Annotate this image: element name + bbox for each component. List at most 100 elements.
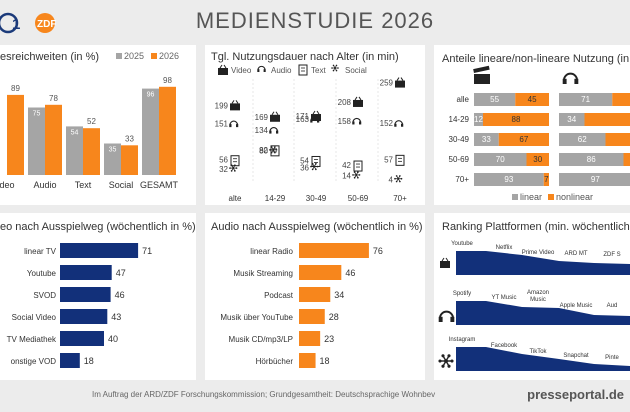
duration-category-label: 14-29 bbox=[265, 194, 286, 203]
audio-channel-bar bbox=[299, 353, 316, 368]
nonlinear-bar-segment bbox=[498, 133, 549, 146]
audio-channel-label: Hörbücher bbox=[256, 357, 294, 366]
audio-channel-value: 46 bbox=[345, 268, 355, 278]
ranking-platform-label: ARD MT bbox=[565, 251, 588, 257]
video-icon bbox=[353, 96, 363, 107]
audio-icon bbox=[394, 120, 404, 127]
linear-chart: alle 55 45 71 14-29 12 88 34 30-49 33 67 62 50-69 70 3… bbox=[449, 65, 630, 202]
legend-swatch-2025 bbox=[116, 53, 122, 59]
reach-bar bbox=[66, 126, 83, 175]
duration-value-label: 199 bbox=[215, 101, 229, 110]
duration-value-label: 259 bbox=[380, 79, 394, 88]
linear-value-label: 93 bbox=[504, 175, 513, 184]
legend-label-2026: 2026 bbox=[159, 51, 179, 61]
legend-swatch-linear bbox=[512, 194, 518, 200]
text-icon bbox=[230, 155, 240, 167]
audio-channel-label: Musik Streaming bbox=[233, 269, 293, 278]
ranking-platform-label: TikTok bbox=[529, 349, 547, 355]
reach-bar bbox=[142, 88, 159, 175]
duration-value-label: 54 bbox=[300, 156, 309, 165]
linear-value-label: 12 bbox=[474, 115, 483, 124]
ranking-platform-label: Music bbox=[530, 297, 546, 303]
audio-icon bbox=[352, 117, 362, 125]
video-channel-label: linear TV bbox=[24, 247, 57, 256]
legend-swatch-nonlinear bbox=[548, 194, 554, 200]
linear-panel: Anteile lineare/non-lineare Nutzung (in … bbox=[434, 45, 630, 205]
linear-category-label: alle bbox=[457, 95, 470, 104]
reach-category-label: Text bbox=[75, 180, 92, 190]
audio-nonlinear-bar-segment bbox=[623, 153, 630, 166]
audio-linear-bar-segment bbox=[559, 133, 606, 146]
duration-value-label: 171 bbox=[296, 112, 310, 121]
reach-value-label: 89 bbox=[11, 84, 20, 93]
audio-channel-bar bbox=[299, 287, 331, 302]
reach-value-label: 96 bbox=[147, 92, 155, 99]
linear-bar-segment bbox=[474, 173, 544, 186]
duration-legend-label: Video bbox=[231, 66, 252, 75]
reach-chart: 2025 2026 89 deo 75 78 Audio 54 52 Text 35 33 Social… bbox=[0, 51, 179, 190]
linear-value-label: 55 bbox=[490, 95, 499, 104]
svg-text:1: 1 bbox=[12, 16, 20, 33]
legend-video-icon bbox=[218, 64, 228, 75]
video-channel-bar bbox=[60, 265, 112, 280]
audio-nonlinear-bar-segment bbox=[584, 113, 630, 126]
nonlinear-bar-segment bbox=[543, 173, 549, 186]
audio-nonlinear-bar-segment bbox=[605, 133, 630, 146]
reach-title: esreichweiten (in %) bbox=[0, 51, 100, 63]
audio-channel-value: 28 bbox=[329, 312, 339, 322]
nonlinear-bar-segment bbox=[483, 113, 549, 126]
reach-value-label: 78 bbox=[49, 94, 58, 103]
ranking-panel: Ranking Plattformen (min. wöchentlich in… bbox=[434, 213, 630, 380]
audio-channels-panel: Audio nach Ausspielweg (wöchentlich in %… bbox=[205, 213, 425, 380]
video-channel-bar bbox=[60, 331, 104, 346]
ranking-platform-label: Netflix bbox=[496, 245, 513, 251]
audio-channel-bar bbox=[299, 265, 342, 280]
reach-bar bbox=[83, 128, 100, 175]
ranking-area bbox=[456, 251, 630, 275]
audio-linear-value-label: 86 bbox=[587, 155, 596, 164]
video-channel-bar bbox=[60, 353, 80, 368]
ranking-platform-label: Pinte bbox=[605, 355, 619, 361]
ranking-tv-icon bbox=[440, 257, 450, 268]
audio-channel-value: 34 bbox=[334, 290, 344, 300]
video-icon bbox=[311, 110, 321, 122]
linear-value-label: 33 bbox=[482, 135, 491, 144]
reach-bar bbox=[104, 143, 121, 175]
ranking-headphones-icon bbox=[438, 310, 455, 322]
audio-nonlinear-bar-segment bbox=[612, 93, 630, 106]
legend-label-linear: linear bbox=[520, 192, 542, 202]
audio-linear-value-label: 71 bbox=[581, 95, 590, 104]
legend-social-icon bbox=[331, 64, 339, 72]
duration-value-label: 56 bbox=[219, 156, 228, 165]
reach-category-label: GESAMT bbox=[140, 180, 179, 190]
nonlinear-value-label: 30 bbox=[533, 155, 542, 164]
text-icon bbox=[353, 160, 363, 172]
video-channels-panel: eo nach Ausspielweg (wöchentlich in %) l… bbox=[0, 213, 196, 380]
video-channel-value: 18 bbox=[84, 356, 94, 366]
duration-value-label: 14 bbox=[342, 172, 351, 181]
linear-bar-segment bbox=[474, 113, 483, 126]
footer-note: Im Auftrag der ARD/ZDF Forschungskommiss… bbox=[92, 390, 436, 399]
ranking-platform-label: Apple Music bbox=[560, 303, 593, 309]
duration-legend-label: Social bbox=[345, 66, 367, 75]
ranking-platform-label: Facebook bbox=[491, 343, 518, 349]
nonlinear-value-label: 88 bbox=[512, 115, 521, 124]
audio-channel-label: Musik über YouTube bbox=[220, 313, 293, 322]
reach-value-label: 75 bbox=[33, 111, 41, 118]
reach-panel: esreichweiten (in %) 2025 2026 89 deo 75 78 Au… bbox=[0, 45, 196, 205]
page-title: MEDIENSTUDIE 2026 bbox=[195, 8, 435, 33]
social-icon bbox=[229, 164, 238, 172]
watermark: presseportal.de bbox=[527, 387, 624, 402]
social-icon bbox=[269, 146, 278, 154]
linear-bar-segment bbox=[474, 153, 527, 166]
audio-linear-bar-segment bbox=[559, 173, 630, 186]
audio-headphones-icon bbox=[562, 72, 579, 84]
duration-category-label: 50-69 bbox=[348, 194, 369, 203]
audio-channel-value: 23 bbox=[324, 334, 334, 344]
video-channel-value: 40 bbox=[108, 334, 118, 344]
video-channel-label: onstige VOD bbox=[11, 357, 57, 366]
video-clapper-icon bbox=[473, 65, 490, 84]
duration-panel: Tgl. Nutzungsdauer nach Alter (in min) V… bbox=[205, 45, 425, 205]
video-channel-value: 46 bbox=[115, 290, 125, 300]
audio-icon bbox=[229, 120, 239, 128]
